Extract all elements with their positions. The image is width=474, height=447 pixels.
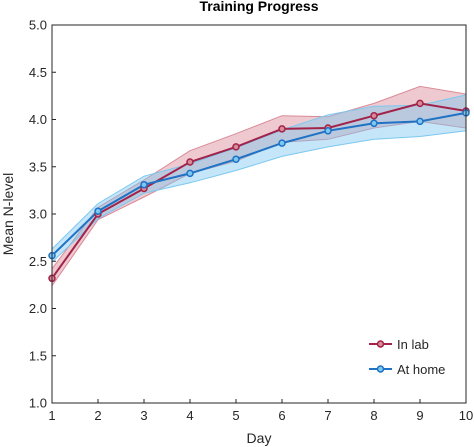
series-lines	[51, 102, 467, 279]
chart-title: Training Progress	[199, 0, 318, 14]
point-in-lab-day-5	[232, 143, 240, 151]
y-tick-label: 3.5	[29, 159, 47, 174]
y-axis-title: Mean N-level	[0, 173, 16, 255]
point-in-lab-day-8	[370, 111, 378, 120]
y-tick-label: 1.5	[29, 348, 47, 363]
x-tick-label: 6	[278, 408, 285, 423]
x-axis: 1 2 3 4 5 6 7 8 9 10	[48, 399, 473, 423]
band-at-home	[51, 94, 467, 264]
y-axis: 1.0 1.5 2.0 2.5 3.0 3.5 4.0 4.5 5.0	[29, 18, 56, 411]
x-tick-label: 7	[324, 408, 331, 423]
point-at-home-day-6	[278, 139, 286, 147]
point-in-lab-day-9	[416, 99, 424, 108]
legend: In lab At home	[369, 337, 445, 377]
y-tick-label: 5.0	[29, 18, 47, 33]
x-axis-title: Day	[247, 430, 272, 446]
x-tick-label: 3	[140, 408, 147, 423]
x-tick-label: 8	[370, 408, 377, 423]
x-tick-label: 9	[416, 408, 423, 423]
y-tick-label: 3.0	[29, 207, 47, 222]
y-tick-label: 1.0	[29, 396, 47, 411]
point-at-home-day-2	[94, 207, 102, 215]
series-markers	[48, 99, 470, 283]
y-tick-label: 2.0	[29, 301, 47, 316]
legend-marker-in-lab	[376, 340, 385, 348]
y-tick-label: 4.5	[29, 65, 47, 80]
point-at-home-day-7	[324, 127, 332, 135]
point-at-home-day-8	[370, 119, 378, 128]
x-tick-label: 1	[48, 408, 55, 423]
y-tick-label: 2.5	[29, 254, 47, 269]
legend-marker-at-home	[376, 365, 385, 373]
point-at-home-day-9	[416, 117, 424, 126]
point-at-home-day-3	[140, 180, 148, 189]
line-in-lab	[51, 102, 467, 279]
y-tick-label: 4.0	[29, 112, 47, 127]
point-at-home-day-4	[186, 169, 194, 178]
x-tick-label: 5	[232, 408, 239, 423]
legend-label-in-lab: In lab	[397, 337, 429, 352]
legend-label-at-home: At home	[397, 362, 445, 377]
line-at-home	[51, 111, 467, 257]
x-tick-label: 10	[459, 408, 473, 423]
point-in-lab-day-4	[186, 158, 194, 166]
point-at-home-day-5	[232, 155, 240, 163]
x-tick-label: 4	[186, 408, 193, 423]
x-tick-label: 2	[94, 408, 101, 423]
point-in-lab-day-6	[278, 125, 286, 133]
confidence-bands	[51, 85, 467, 288]
